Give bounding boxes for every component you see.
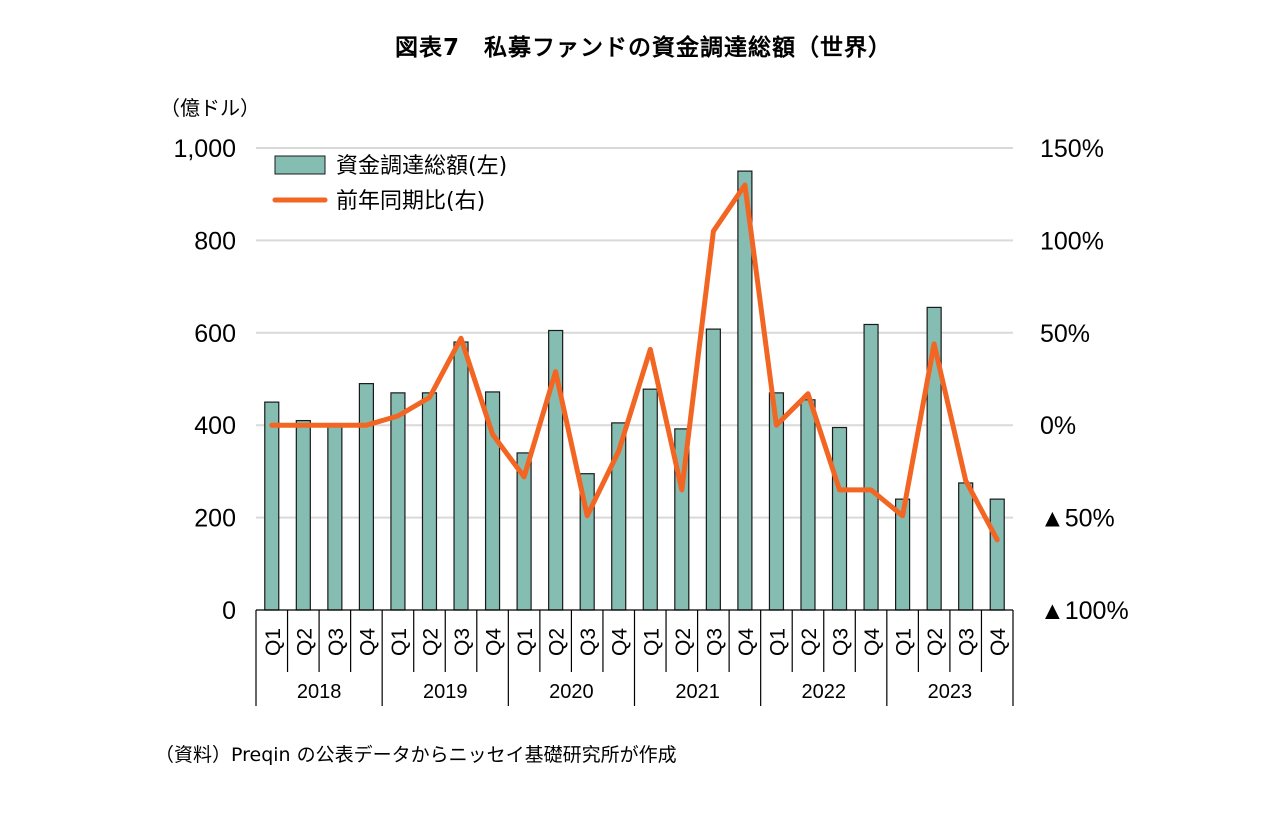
y-right-tick-label: 50% [1040, 320, 1090, 348]
x-quarter-label: Q4 [987, 628, 1010, 656]
x-quarter-label: Q2 [924, 628, 947, 656]
x-year-label: 2023 [928, 681, 973, 703]
x-quarter-label: Q4 [735, 628, 758, 656]
x-year-label: 2021 [675, 681, 720, 703]
x-quarter-label: Q3 [703, 628, 726, 656]
x-quarter-label: Q3 [577, 628, 600, 656]
y-right-tick-label: 100% [1040, 227, 1104, 255]
y-left-tick-label: 400 [194, 412, 236, 440]
x-quarter-label: Q4 [609, 628, 632, 656]
bar [831, 426, 848, 611]
x-quarter-label: Q3 [325, 628, 348, 656]
bar [705, 328, 721, 611]
x-quarter-label: Q3 [956, 628, 979, 656]
bar [642, 388, 658, 611]
y-left-tick-label: 1,000 [173, 135, 236, 163]
legend: 資金調達総額(左) 前年同期比(右) [272, 154, 507, 214]
x-quarter-label: Q1 [514, 628, 537, 656]
legend-line-label: 前年同期比(右) [336, 189, 485, 214]
x-quarter-label: Q1 [893, 628, 916, 656]
x-year-label: 2018 [297, 681, 342, 703]
x-quarter-label: Q1 [388, 628, 411, 656]
x-quarter-label: Q2 [798, 628, 821, 656]
x-quarter-label: Q2 [546, 628, 569, 656]
bars [264, 170, 1005, 611]
bar [264, 401, 280, 611]
y-left-tick-label: 200 [194, 505, 236, 533]
source-note: （資料）Preqin の公表データからニッセイ基礎研究所が作成 [155, 744, 677, 766]
x-year-label: 2019 [423, 681, 468, 703]
y-right-tick-label: 150% [1040, 135, 1104, 163]
x-quarter-label: Q2 [293, 628, 316, 656]
x-quarter-label: Q4 [483, 628, 506, 656]
x-quarter-label: Q1 [262, 628, 285, 656]
chart-title: 図表7 私募ファンドの資金調達総額（世界） [394, 35, 892, 61]
bar [421, 392, 438, 611]
x-year-label: 2022 [802, 681, 847, 703]
bar [390, 392, 406, 611]
x-quarter-label: Q2 [419, 628, 442, 656]
bar [327, 424, 343, 611]
y-left-tick-label: 0 [222, 597, 236, 625]
gridlines [256, 147, 1013, 519]
axes: 0 200 400 600 800 1,000 ▲100% ▲50% 0% 50% 100% 150%… [173, 135, 1129, 706]
x-quarter-label: Q3 [451, 628, 474, 656]
bar [453, 341, 469, 611]
y-right-tick-label: ▲100% [1040, 597, 1129, 625]
legend-bar-label: 資金調達総額(左) [336, 154, 507, 179]
legend-bar-swatch [274, 155, 326, 175]
bar [863, 323, 879, 611]
bar [800, 399, 816, 611]
x-quarter-label: Q1 [640, 628, 663, 656]
y-left-tick-label: 800 [194, 227, 236, 255]
bar [989, 498, 1005, 611]
y-right-tick-label: ▲50% [1040, 505, 1115, 533]
x-quarter-label: Q4 [861, 628, 884, 656]
x-quarter-label: Q1 [766, 628, 789, 656]
y-right-tick-label: 0% [1040, 412, 1076, 440]
y-axis-unit-label: （億ドル） [160, 96, 260, 120]
yoy-line [269, 182, 1000, 543]
bar [358, 383, 374, 611]
x-quarter-label: Q3 [830, 628, 853, 656]
x-quarter-label: Q2 [672, 628, 695, 656]
bar [295, 419, 311, 611]
yoy-line-layer [269, 182, 1000, 543]
y-left-tick-label: 600 [194, 320, 236, 348]
x-year-label: 2020 [549, 681, 594, 703]
bar [958, 482, 974, 611]
x-quarter-label: Q4 [356, 628, 379, 656]
